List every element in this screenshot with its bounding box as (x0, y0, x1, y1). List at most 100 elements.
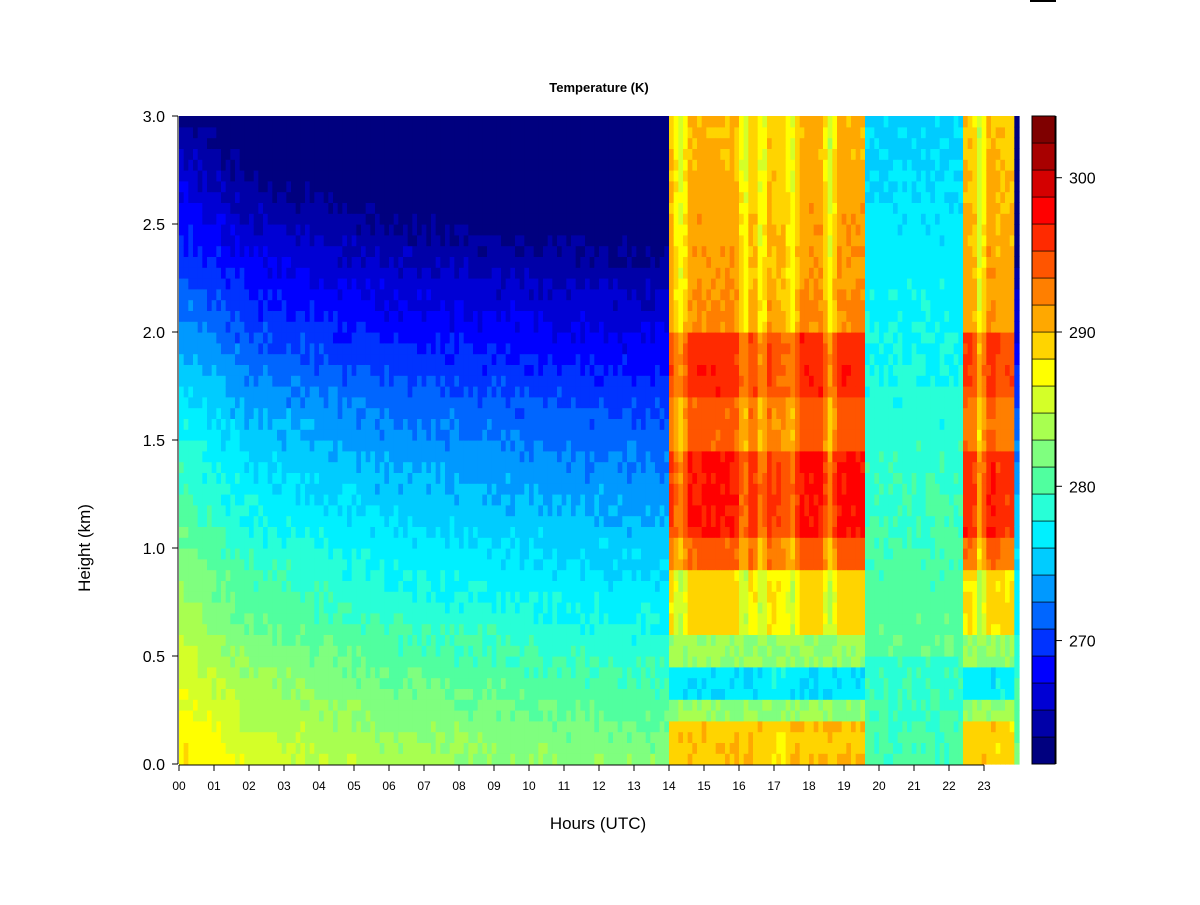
heatmap-cell (319, 753, 325, 765)
heatmap-cell (379, 245, 385, 257)
heatmap-cell (426, 494, 432, 506)
heatmap-cell (193, 548, 199, 560)
heatmap-cell (197, 666, 203, 679)
heatmap-cell (412, 461, 418, 473)
heatmap-cell (463, 332, 469, 344)
heatmap-cell (417, 170, 423, 182)
heatmap-cell (249, 731, 255, 743)
heatmap-cell (379, 386, 385, 398)
heatmap-cell (524, 310, 530, 322)
heatmap-cell (454, 429, 460, 441)
heatmap-cell (295, 137, 301, 149)
heatmap-cell (319, 612, 325, 625)
heatmap-cell (440, 418, 446, 430)
heatmap-cell (239, 375, 245, 387)
heatmap-cell (440, 688, 446, 700)
heatmap-cell (463, 634, 469, 646)
heatmap-cell (473, 213, 479, 225)
heatmap-cell (557, 677, 563, 689)
heatmap-cell (291, 440, 297, 452)
heatmap-cell (440, 656, 446, 668)
heatmap-cell (235, 321, 241, 333)
heatmap-cell (431, 450, 437, 463)
heatmap-cell (244, 375, 250, 387)
heatmap-cell (277, 537, 283, 549)
heatmap-cell (333, 213, 339, 225)
heatmap-cell (547, 548, 553, 560)
heatmap-cell (272, 126, 278, 139)
heatmap-cell (375, 429, 381, 441)
heatmap-cell (263, 137, 269, 149)
heatmap-cell (305, 116, 311, 128)
heatmap-cell (207, 364, 213, 376)
heatmap-cell (477, 267, 483, 279)
heatmap-cell (435, 267, 441, 279)
heatmap-cell (323, 126, 329, 139)
heatmap-cell (459, 753, 465, 765)
heatmap-cell (510, 677, 516, 689)
heatmap-cell (524, 321, 530, 333)
heatmap-cell (496, 180, 502, 193)
heatmap-cell (272, 526, 278, 538)
heatmap-cell (389, 634, 395, 646)
heatmap-cell (347, 591, 353, 603)
heatmap-cell (412, 602, 418, 614)
heatmap-cell (515, 699, 521, 711)
heatmap-cell (281, 494, 287, 506)
heatmap-cell (431, 332, 437, 344)
heatmap-cell (468, 504, 474, 517)
heatmap-cell (197, 580, 203, 592)
heatmap-cell (309, 677, 315, 689)
heatmap-cell (267, 710, 273, 722)
heatmap-cell (389, 364, 395, 376)
heatmap-cell (202, 278, 208, 290)
heatmap-cell (393, 537, 399, 549)
heatmap-cell (263, 375, 269, 387)
heatmap-cell (487, 731, 493, 743)
heatmap-cell (314, 202, 320, 214)
heatmap-cell (277, 126, 283, 139)
heatmap-cell (337, 267, 343, 279)
heatmap-cell (216, 731, 222, 743)
heatmap-cell (361, 645, 367, 657)
heatmap-cell (179, 461, 185, 473)
heatmap-cell (267, 364, 273, 376)
heatmap-cell (216, 278, 222, 290)
heatmap-cell (221, 515, 227, 527)
heatmap-cell (421, 569, 427, 581)
heatmap-cell (547, 677, 553, 689)
heatmap-cell (379, 224, 385, 236)
heatmap-cell (552, 526, 558, 538)
heatmap-cell (179, 245, 185, 257)
heatmap-cell (347, 720, 353, 733)
heatmap-cell (384, 213, 390, 225)
heatmap-cell (179, 677, 185, 689)
heatmap-cell (323, 429, 329, 441)
heatmap-cell (314, 558, 320, 571)
heatmap-cell (454, 159, 460, 171)
heatmap-cell (543, 461, 549, 473)
heatmap-cell (272, 137, 278, 149)
heatmap-cell (547, 656, 553, 668)
heatmap-cell (267, 591, 273, 603)
heatmap-cell (221, 602, 227, 614)
heatmap-cell (197, 375, 203, 387)
heatmap-cell (244, 731, 250, 743)
heatmap-cell (342, 148, 348, 160)
heatmap-cell (547, 731, 553, 743)
heatmap-cell (384, 720, 390, 733)
heatmap-cell (183, 364, 189, 376)
heatmap-cell (389, 180, 395, 193)
heatmap-cell (328, 656, 334, 668)
heatmap-cell (421, 602, 427, 614)
heatmap-cell (370, 526, 376, 538)
heatmap-cell (375, 742, 381, 754)
heatmap-cell (398, 202, 404, 214)
heatmap-cell (239, 688, 245, 700)
heatmap-cell (286, 753, 292, 765)
heatmap-cell (524, 472, 530, 484)
heatmap-cell (370, 634, 376, 646)
heatmap-cell (286, 731, 292, 743)
heatmap-cell (225, 450, 231, 463)
heatmap-cell (379, 656, 385, 668)
